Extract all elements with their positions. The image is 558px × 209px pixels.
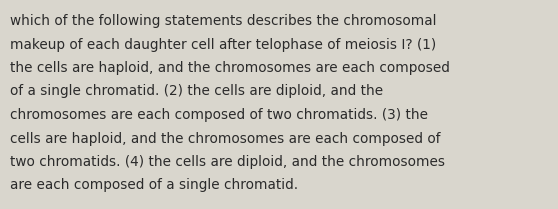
Text: of a single chromatid. (2) the cells are diploid, and the: of a single chromatid. (2) the cells are… <box>10 84 383 98</box>
Text: chromosomes are each composed of two chromatids. (3) the: chromosomes are each composed of two chr… <box>10 108 428 122</box>
Text: two chromatids. (4) the cells are diploid, and the chromosomes: two chromatids. (4) the cells are diploi… <box>10 155 445 169</box>
Text: cells are haploid, and the chromosomes are each composed of: cells are haploid, and the chromosomes a… <box>10 131 440 145</box>
Text: the cells are haploid, and the chromosomes are each composed: the cells are haploid, and the chromosom… <box>10 61 450 75</box>
Text: makeup of each daughter cell after telophase of meiosis I? (1): makeup of each daughter cell after telop… <box>10 37 436 51</box>
Text: which of the following statements describes the chromosomal: which of the following statements descri… <box>10 14 436 28</box>
Text: are each composed of a single chromatid.: are each composed of a single chromatid. <box>10 178 298 192</box>
